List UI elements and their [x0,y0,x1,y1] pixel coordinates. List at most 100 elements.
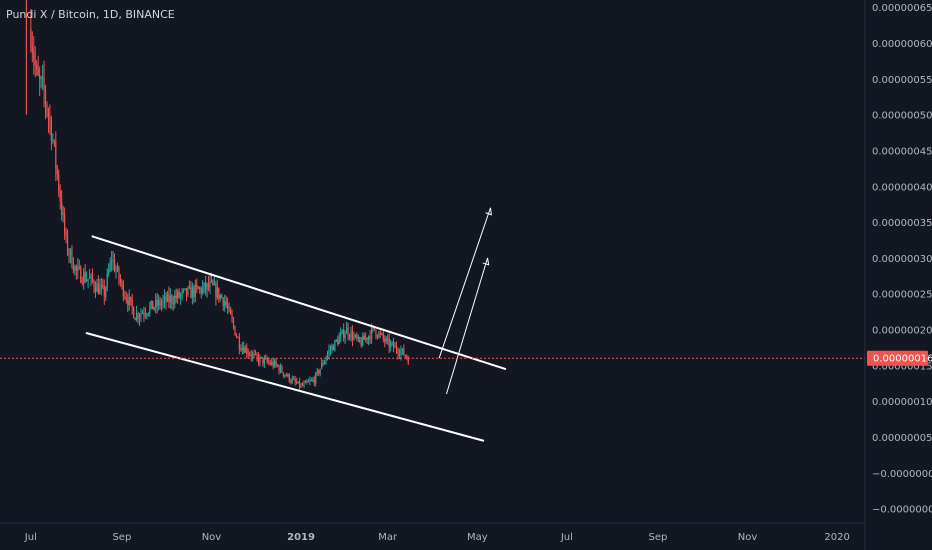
candle-up [338,337,340,345]
candle-up [86,279,88,282]
candle-down [222,297,224,306]
candle-down [178,291,180,298]
price-tick-label: 0.00000015 [872,361,932,372]
last-price-badge-bg [867,350,928,366]
price-tick-label: 0.00000045 [872,146,932,157]
candle-up [216,287,218,298]
channel-lower-line[interactable] [85,332,485,442]
candle-down [395,345,398,351]
candle-down [347,327,349,336]
arrow-line[interactable] [438,207,491,359]
candle-up [202,287,204,294]
candle-down [306,381,308,383]
candle-up [116,267,119,271]
candle-down [288,374,290,382]
candle-up [321,362,323,369]
channel-upper-line[interactable] [91,235,507,370]
candle-up [291,378,293,382]
candle-down [240,349,242,351]
candle-up [52,140,54,142]
candle-up [174,295,176,304]
candle-down [55,141,57,168]
arrow-head [482,257,490,266]
candle-down [78,266,80,268]
candle-up [319,368,321,374]
candle-down [44,90,47,105]
candle-down [369,336,371,340]
arrow-head [485,207,492,216]
candle-down [348,335,351,338]
candle-down [119,279,122,283]
time-axis[interactable]: Jul Sep Nov 2019 Mar May Jul Sep Nov 2020 [24,532,850,543]
candles-layer [25,0,409,391]
candle-up [390,343,392,348]
price-tick-label: 0.00000055 [872,75,932,86]
candle-down [190,286,192,299]
candle-down [172,302,174,304]
candle-down [397,350,399,355]
last-price-badge-label: 0.00000016 [873,354,932,365]
candle-down [65,231,67,236]
candle-down [256,353,258,357]
candle-down [159,300,161,306]
candle-up [160,302,163,306]
candle-down [232,319,235,327]
candle-down [276,364,279,367]
candle-up [274,361,276,367]
candle-down [285,374,287,377]
candle-down [282,372,285,376]
candle-up [345,327,348,334]
candle-down [30,28,32,47]
candle-up [309,380,311,382]
candle-up [69,249,72,255]
candle-up [146,314,148,316]
candle-up [391,342,393,344]
candle-down [39,75,41,79]
candle-up [304,381,307,384]
candle-up [334,340,336,351]
candle-up [271,362,273,365]
candle-down [301,385,304,387]
candle-up [150,300,152,307]
candle-down [337,340,339,345]
candle-up [153,307,155,310]
candle-up [88,277,91,279]
candle-down [351,331,354,340]
candle-up [191,287,193,299]
candle-down [134,318,136,321]
candle-down [121,282,123,284]
candle-up [187,287,189,296]
candle-down [229,307,232,315]
candle-down [61,201,63,215]
candle-down [122,282,124,297]
candle-down [47,112,50,117]
candle-up [83,272,85,284]
candle-down [406,356,408,358]
time-tick-label: Sep [648,532,667,543]
candle-down [265,358,267,360]
drawings-layer [85,207,507,442]
arrow-line[interactable] [445,257,489,395]
candle-up [210,280,213,282]
candle-up [112,259,114,262]
candle-down [381,333,383,335]
candle-down [200,288,202,294]
candle-up [162,299,164,303]
candle-down [124,296,126,298]
candle-up [219,295,221,299]
candle-up [224,301,226,306]
price-axis[interactable]: 0.00000065 0.00000060 0.00000055 0.00000050… [872,3,932,516]
candle-down [185,288,188,296]
candle-down [343,329,345,339]
candle-up [199,288,201,290]
candle-up [40,77,42,79]
candle-down [144,314,146,316]
candle-up [400,350,402,356]
time-tick-label: Jul [24,532,37,543]
candle-down [143,312,145,315]
candle-down [97,283,99,294]
candle-up [149,306,151,314]
candle-up [368,336,370,340]
